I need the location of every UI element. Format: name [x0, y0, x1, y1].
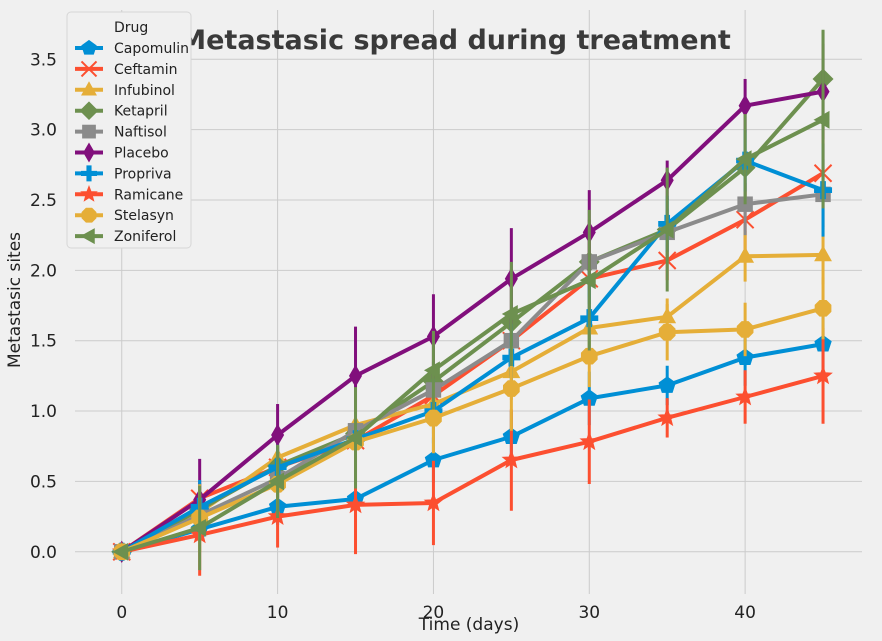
- legend-label: Stelasyn: [114, 208, 174, 224]
- y-tick-label: 1.5: [30, 332, 57, 352]
- x-tick-label: 40: [734, 603, 756, 623]
- data-point: [658, 376, 676, 393]
- data-point: [814, 245, 832, 262]
- legend-marker: [82, 124, 96, 139]
- data-point: [579, 431, 600, 451]
- legend-item-stelasyn: Stelasyn: [75, 207, 174, 224]
- data-point: [736, 246, 755, 263]
- legend-label: Zoniferol: [114, 229, 176, 245]
- legend-label: Ketapril: [114, 104, 168, 120]
- series-line: [120, 89, 824, 554]
- legend: Drug Capomulin Ceftamin Infubinol Ketapril N…: [66, 11, 192, 249]
- chart-title: Metastasic spread during treatment: [179, 25, 731, 56]
- data-point: [658, 323, 676, 341]
- data-point: [348, 364, 363, 388]
- data-point: [580, 347, 598, 365]
- x-tick-label: 20: [423, 603, 445, 623]
- data-point: [501, 449, 522, 469]
- legend-marker: [80, 185, 98, 202]
- legend-item-ceftamin: Ceftamin: [75, 60, 178, 78]
- data-point: [735, 386, 755, 406]
- legend-item-ketapril: Ketapril: [75, 101, 168, 121]
- data-point: [423, 361, 440, 380]
- data-point: [112, 542, 129, 561]
- data-point: [735, 150, 752, 169]
- legend-item-propriva: Propriva: [75, 165, 172, 182]
- y-tick-label: 1.0: [30, 402, 57, 422]
- series-line: [121, 118, 824, 554]
- data-point: [736, 348, 754, 365]
- legend-item-naftisol: Naftisol: [75, 125, 167, 141]
- series-layer: [111, 29, 834, 576]
- data-point: [423, 492, 444, 512]
- data-point: [345, 494, 366, 514]
- legend-marker: [81, 39, 97, 55]
- legend-label: Ramicane: [114, 187, 183, 203]
- data-point: [579, 271, 596, 290]
- legend-marker: [83, 142, 95, 163]
- data-point: [501, 305, 518, 323]
- y-tick-label: 0.0: [30, 543, 57, 563]
- x-tick-label: 30: [578, 603, 600, 623]
- series-line: [121, 373, 824, 554]
- y-axis-label: Metastasic sites: [5, 232, 25, 368]
- y-tick-label: 3.0: [30, 121, 57, 141]
- y-tick-label: 0.5: [30, 472, 57, 492]
- legend-items: Capomulin Ceftamin Infubinol Ketapril Naftis…: [75, 39, 189, 245]
- legend-frame: [66, 11, 192, 249]
- legend-label: Propriva: [114, 166, 172, 182]
- x-axis-label: Time (days): [418, 615, 519, 635]
- ticks: 0 10 20 30 40 0.0 0.5 1.0 1.5 2.0 2.5 3.0 3.5: [30, 50, 756, 623]
- legend-label: Placebo: [114, 146, 169, 162]
- legend-item-placebo: Placebo: [75, 142, 169, 163]
- data-point: [190, 518, 207, 537]
- legend-item-zoniferol: Zoniferol: [75, 228, 176, 245]
- data-point: [813, 110, 830, 129]
- legend-title: Drug: [114, 20, 148, 36]
- y-tick-label: 3.5: [30, 50, 57, 70]
- legend-marker: [81, 207, 97, 223]
- data-point: [268, 472, 285, 491]
- legend-label: Ceftamin: [114, 62, 178, 78]
- x-tick-label: 0: [116, 603, 127, 623]
- x-tick-label: 10: [267, 603, 289, 623]
- data-point: [345, 428, 362, 447]
- legend-item-infubinol: Infubinol: [75, 81, 175, 99]
- legend-marker: [81, 81, 97, 96]
- legend-marker: [80, 228, 95, 245]
- data-point: [736, 321, 754, 338]
- series-line: [121, 342, 824, 554]
- legend-label: Infubinol: [114, 83, 175, 99]
- data-point: [657, 220, 674, 239]
- legend-marker: [79, 101, 99, 121]
- data-point: [814, 299, 832, 317]
- legend-marker: [81, 165, 97, 182]
- data-point: [425, 409, 442, 427]
- series-line: [120, 192, 824, 554]
- y-tick-label: 2.5: [30, 191, 57, 211]
- y-tick-label: 2.0: [30, 261, 57, 281]
- data-point: [503, 380, 520, 397]
- legend-label: Naftisol: [114, 125, 167, 141]
- legend-marker: [80, 60, 98, 78]
- legend-item-capomulin: Capomulin: [75, 39, 189, 57]
- data-point: [813, 365, 833, 385]
- data-point: [657, 407, 678, 427]
- legend-item-ramicane: Ramicane: [75, 185, 183, 203]
- series-line: [121, 306, 824, 554]
- series-zoniferol: [112, 31, 830, 571]
- legend-label: Capomulin: [114, 41, 189, 57]
